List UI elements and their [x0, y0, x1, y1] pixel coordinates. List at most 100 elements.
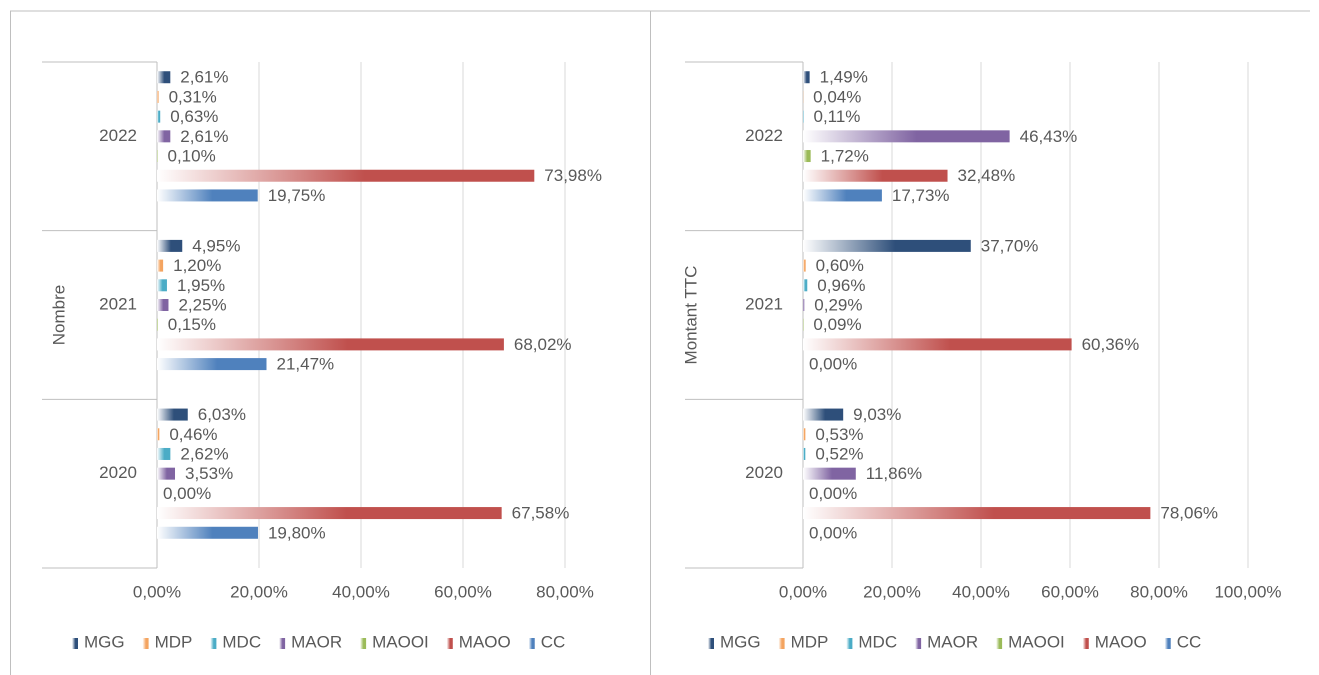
- value-label: 1,20%: [173, 256, 221, 275]
- bar: [803, 428, 806, 441]
- y-tick-label: 2020: [745, 463, 783, 482]
- value-label: 0,46%: [169, 425, 217, 444]
- value-label: 73,98%: [544, 166, 602, 185]
- bar: [803, 447, 806, 460]
- x-tick-label: 0,00%: [779, 582, 827, 601]
- bar: [803, 150, 811, 163]
- value-label: 32,48%: [958, 166, 1016, 185]
- bar: [157, 358, 267, 371]
- bar: [803, 408, 844, 421]
- y-tick-label: 2022: [99, 126, 137, 145]
- legend-label: MAOO: [459, 632, 511, 651]
- value-label: 2,62%: [180, 444, 228, 463]
- value-label: 9,03%: [853, 405, 901, 424]
- value-label: 0,00%: [163, 484, 211, 503]
- value-label: 60,36%: [1082, 335, 1140, 354]
- value-label: 21,47%: [276, 355, 334, 374]
- x-tick-label: 40,00%: [952, 582, 1010, 601]
- value-label: 78,06%: [1160, 504, 1218, 523]
- bar: [157, 408, 188, 421]
- bar: [157, 189, 258, 202]
- value-label: 0,11%: [813, 107, 860, 126]
- value-label: 0,09%: [813, 315, 861, 334]
- y-tick-label: 2020: [99, 463, 137, 482]
- legend-swatch: [360, 638, 367, 649]
- legend-label: MAOO: [1095, 632, 1147, 651]
- bar: [157, 447, 171, 460]
- value-label: 0,00%: [809, 355, 857, 374]
- legend-label: MAOR: [291, 632, 342, 651]
- legend-label: MDC: [858, 632, 897, 651]
- legend-label: CC: [541, 632, 566, 651]
- value-label: 46,43%: [1020, 127, 1078, 146]
- bar: [803, 130, 1010, 143]
- legend-swatch: [915, 638, 922, 649]
- legend-swatch: [1082, 638, 1089, 649]
- bar: [803, 259, 806, 272]
- bar: [803, 169, 948, 182]
- x-tick-label: 80,00%: [1130, 582, 1188, 601]
- value-label: 2,61%: [180, 127, 228, 146]
- legend-label: MDC: [222, 632, 261, 651]
- x-tick-label: 80,00%: [536, 582, 594, 601]
- value-label: 4,95%: [192, 236, 240, 255]
- bar: [803, 467, 856, 480]
- bar: [157, 318, 158, 331]
- bar: [803, 299, 805, 311]
- legend-swatch: [279, 638, 286, 649]
- legend-label: MGG: [720, 632, 761, 651]
- legend-label: MDP: [791, 632, 829, 651]
- y-tick-label: 2022: [745, 126, 783, 145]
- legend-swatch: [446, 638, 453, 649]
- x-tick-label: 60,00%: [1041, 582, 1099, 601]
- bar: [157, 169, 535, 182]
- bar: [157, 150, 158, 163]
- legend-label: MAOOI: [372, 632, 429, 651]
- value-label: 0,04%: [813, 87, 861, 106]
- y-tick-label: 2021: [745, 294, 783, 313]
- value-label: 0,31%: [169, 87, 217, 106]
- x-tick-label: 100,00%: [1214, 582, 1281, 601]
- value-label: 0,00%: [809, 523, 857, 542]
- y-axis-label: Nombre: [49, 285, 68, 345]
- legend-swatch: [778, 638, 785, 649]
- bar: [157, 259, 164, 272]
- bar: [157, 428, 160, 441]
- value-label: 2,25%: [178, 295, 226, 314]
- value-label: 0,52%: [815, 444, 863, 463]
- value-label: 0,53%: [815, 425, 863, 444]
- value-label: 0,96%: [817, 276, 865, 295]
- bar: [157, 338, 504, 351]
- value-label: 17,73%: [892, 186, 950, 205]
- legend-swatch: [708, 638, 714, 649]
- value-label: 0,63%: [170, 107, 218, 126]
- legend-swatch: [1164, 638, 1171, 649]
- bar: [803, 71, 810, 84]
- legend-swatch: [528, 638, 535, 649]
- value-label: 68,02%: [514, 335, 572, 354]
- bar: [157, 71, 171, 84]
- x-tick-label: 40,00%: [332, 582, 390, 601]
- bar: [803, 239, 971, 252]
- bar: [803, 507, 1151, 520]
- value-label: 1,95%: [177, 276, 225, 295]
- bar: [157, 526, 258, 539]
- bar: [803, 338, 1072, 351]
- bar: [157, 467, 176, 480]
- x-tick-label: 20,00%: [230, 582, 288, 601]
- x-tick-label: 0,00%: [133, 582, 181, 601]
- value-label: 67,58%: [512, 504, 570, 523]
- value-label: 11,86%: [866, 464, 922, 483]
- value-label: 0,00%: [809, 484, 857, 503]
- legend-swatch: [846, 638, 853, 649]
- value-label: 0,10%: [168, 147, 216, 166]
- x-tick-label: 60,00%: [434, 582, 492, 601]
- bar: [157, 130, 171, 143]
- legend-swatch: [210, 638, 217, 649]
- legend-label: MAOOI: [1008, 632, 1065, 651]
- bar: [157, 90, 159, 103]
- value-label: 19,75%: [268, 186, 326, 205]
- value-label: 6,03%: [198, 405, 246, 424]
- value-label: 1,49%: [820, 68, 868, 87]
